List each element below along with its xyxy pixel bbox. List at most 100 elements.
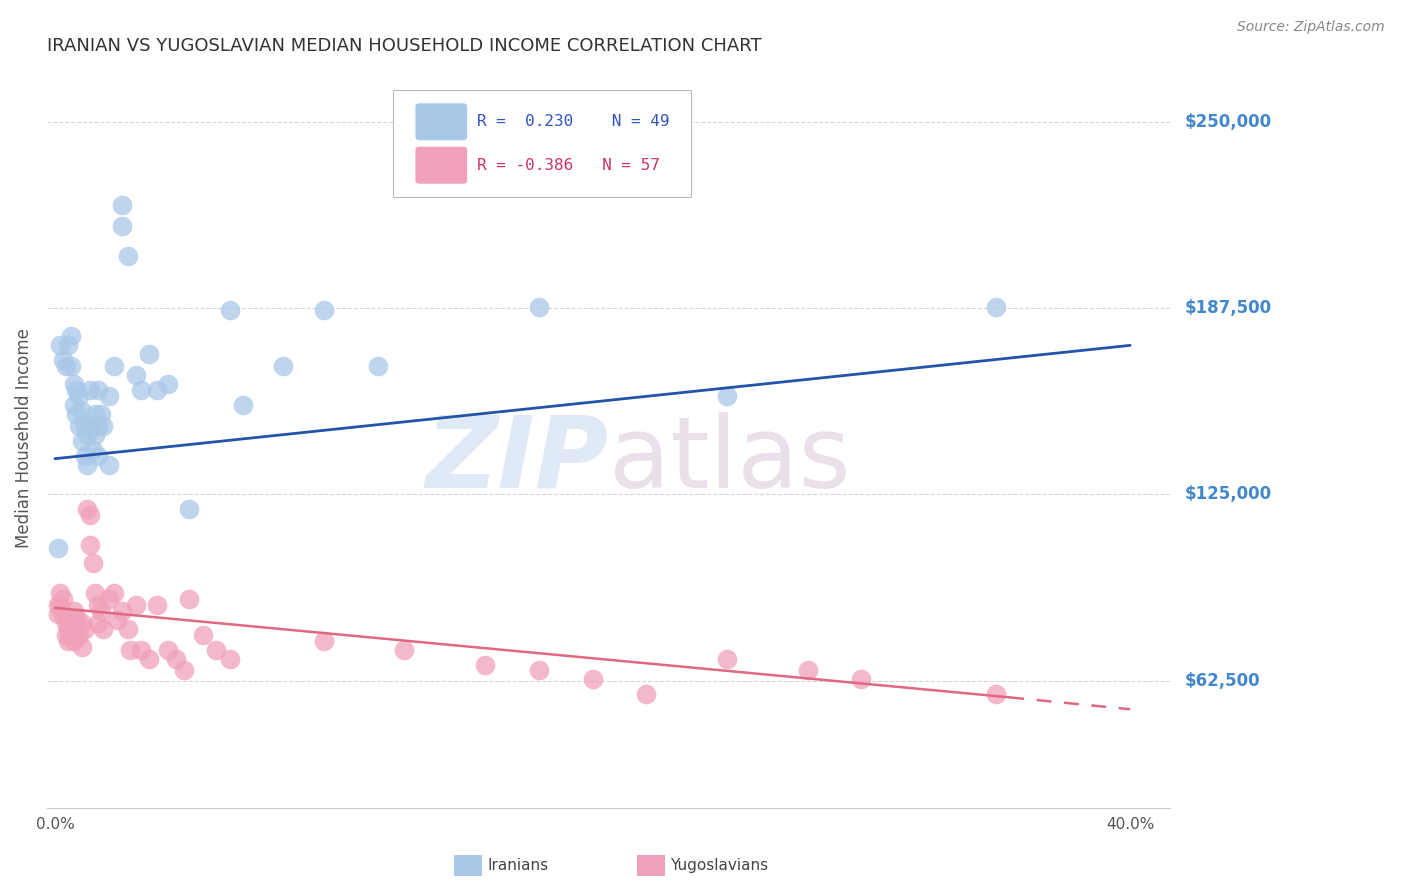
Point	[84, 586, 107, 600]
Point	[179, 502, 201, 516]
Point	[84, 407, 107, 421]
Point	[91, 622, 114, 636]
Point	[60, 613, 83, 627]
Point	[49, 338, 72, 352]
Point	[87, 615, 110, 630]
Point	[124, 368, 146, 383]
Point	[79, 383, 101, 397]
Point	[103, 359, 125, 374]
Point	[62, 604, 84, 618]
Point	[138, 651, 160, 665]
Text: $250,000: $250,000	[1184, 112, 1271, 130]
Point	[716, 651, 738, 665]
Point	[55, 359, 77, 374]
Point	[191, 628, 214, 642]
Point	[52, 591, 75, 606]
Point	[67, 389, 90, 403]
Point	[52, 607, 75, 621]
FancyBboxPatch shape	[415, 147, 467, 184]
Point	[984, 300, 1007, 314]
Point	[60, 359, 83, 374]
Point	[58, 338, 80, 352]
Point	[70, 640, 93, 654]
Point	[205, 642, 228, 657]
Point	[90, 604, 112, 618]
Point	[218, 302, 240, 317]
Text: atlas: atlas	[609, 411, 851, 508]
Text: Iranians: Iranians	[488, 858, 548, 873]
Point	[105, 613, 128, 627]
Point	[716, 389, 738, 403]
Text: $62,500: $62,500	[1184, 672, 1260, 690]
Point	[46, 541, 69, 556]
Point	[87, 383, 110, 397]
Point	[796, 664, 818, 678]
Point	[82, 442, 104, 457]
Point	[76, 458, 98, 472]
Point	[527, 664, 550, 678]
Point	[65, 609, 87, 624]
Point	[636, 687, 658, 701]
Point	[97, 591, 120, 606]
Point	[97, 458, 120, 472]
Point	[65, 383, 87, 397]
Point	[62, 633, 84, 648]
Point	[179, 591, 201, 606]
Point	[70, 404, 93, 418]
Point	[129, 642, 152, 657]
Point	[90, 407, 112, 421]
Point	[87, 418, 110, 433]
Point	[111, 219, 134, 233]
Point	[67, 418, 90, 433]
Point	[165, 651, 187, 665]
Point	[55, 615, 77, 630]
Point	[62, 377, 84, 392]
Point	[851, 673, 873, 687]
Text: IRANIAN VS YUGOSLAVIAN MEDIAN HOUSEHOLD INCOME CORRELATION CHART: IRANIAN VS YUGOSLAVIAN MEDIAN HOUSEHOLD …	[46, 37, 762, 55]
Point	[82, 556, 104, 570]
Point	[73, 418, 96, 433]
Point	[70, 615, 93, 630]
FancyBboxPatch shape	[392, 90, 690, 197]
Point	[46, 598, 69, 612]
Point	[87, 598, 110, 612]
Point	[60, 628, 83, 642]
Point	[232, 398, 254, 412]
Y-axis label: Median Household Income: Median Household Income	[15, 328, 32, 548]
Point	[117, 622, 139, 636]
Point	[173, 664, 195, 678]
Text: ZIP: ZIP	[426, 411, 609, 508]
Point	[58, 622, 80, 636]
Point	[111, 198, 134, 212]
Point	[367, 359, 389, 374]
Point	[62, 398, 84, 412]
Point	[67, 628, 90, 642]
Text: Yugoslavians: Yugoslavians	[671, 858, 769, 873]
Point	[79, 538, 101, 552]
Point	[79, 418, 101, 433]
Point	[65, 622, 87, 636]
Point	[73, 622, 96, 636]
Point	[527, 300, 550, 314]
Point	[55, 628, 77, 642]
Text: Source: ZipAtlas.com: Source: ZipAtlas.com	[1237, 20, 1385, 34]
Point	[120, 642, 142, 657]
Point	[111, 604, 134, 618]
Point	[87, 449, 110, 463]
Point	[103, 586, 125, 600]
Point	[62, 615, 84, 630]
Point	[581, 673, 603, 687]
Point	[70, 434, 93, 448]
Text: $125,000: $125,000	[1184, 485, 1271, 503]
Point	[156, 642, 179, 657]
Point	[76, 502, 98, 516]
Point	[49, 598, 72, 612]
Point	[312, 302, 335, 317]
Point	[65, 407, 87, 421]
Point	[58, 633, 80, 648]
Text: $187,500: $187,500	[1184, 299, 1271, 317]
Point	[984, 687, 1007, 701]
Point	[394, 642, 416, 657]
Point	[84, 427, 107, 442]
Point	[146, 598, 169, 612]
